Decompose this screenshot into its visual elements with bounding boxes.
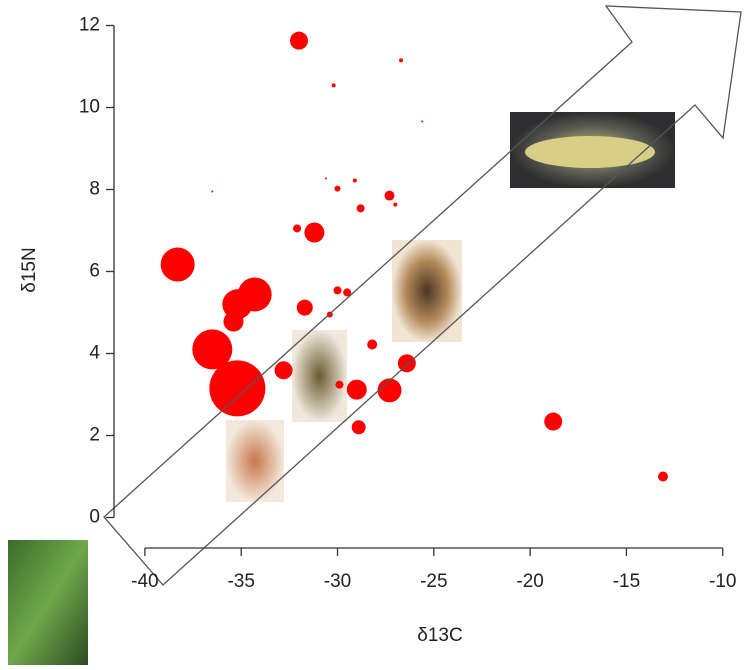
bubble [384, 190, 395, 201]
bubble [160, 247, 195, 282]
x-tick-label: -35 [227, 571, 254, 592]
bubble [296, 299, 313, 316]
bubble [421, 120, 424, 123]
fish-body [525, 136, 655, 168]
bubble [352, 178, 357, 183]
bubble [346, 379, 367, 400]
x-tick-label: -15 [613, 571, 640, 592]
photos [8, 112, 675, 665]
bubble [343, 288, 352, 297]
y-axis-title: δ15N [19, 247, 40, 292]
y-tick-label: 12 [79, 15, 100, 36]
larva-photo [226, 420, 284, 502]
bubble [304, 222, 325, 243]
y-tick-label: 2 [89, 425, 100, 446]
bubble [356, 204, 365, 213]
bubble [293, 224, 302, 233]
y-tick-label: 8 [89, 179, 100, 200]
y-tick-label: 4 [89, 343, 100, 364]
x-tick-label: -30 [324, 571, 351, 592]
bubble [351, 420, 366, 435]
x-tick-label: -40 [131, 571, 158, 592]
bubble [289, 31, 308, 50]
bubble [331, 83, 336, 88]
y-tick-label: 0 [89, 507, 100, 528]
x-tick-label: -20 [516, 571, 543, 592]
bubble [333, 286, 342, 295]
bubble [209, 360, 266, 417]
bubble [544, 412, 563, 431]
x-tick-label: -25 [420, 571, 447, 592]
y-tick-label: 6 [89, 261, 100, 282]
bubble [274, 361, 293, 380]
bubble [211, 190, 214, 193]
bubble [393, 202, 398, 207]
bubble [192, 329, 233, 370]
y-tick-label: 10 [79, 97, 100, 118]
bubble [377, 378, 402, 403]
bubble [399, 58, 404, 63]
bubble [223, 311, 244, 332]
bubble [658, 471, 669, 482]
plant-photo [8, 540, 88, 665]
beetle-photo [392, 240, 462, 342]
bubble [334, 185, 341, 192]
bubble [367, 339, 378, 350]
bubble [324, 177, 327, 180]
bubble [397, 354, 416, 373]
x-tick-label: -10 [709, 571, 736, 592]
bubble [222, 289, 253, 320]
bug-photo [292, 330, 347, 422]
trophic-arrow [103, 5, 742, 586]
x-axis-title: δ13C [417, 625, 462, 646]
bubble [335, 380, 344, 389]
